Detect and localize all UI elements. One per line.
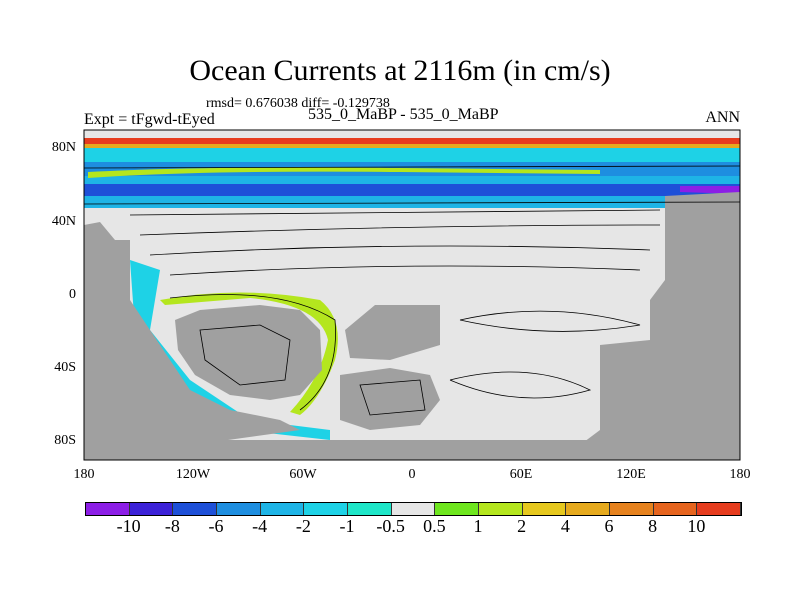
colorbar-label: 1 bbox=[473, 516, 483, 536]
band-green bbox=[88, 167, 600, 178]
colorbar-swatch bbox=[129, 503, 174, 515]
colorbar-swatch bbox=[610, 503, 654, 515]
stats-label: rmsd= 0.676038 diff= -0.129738 bbox=[206, 96, 390, 111]
case-label: 535_0_MaBP - 535_0_MaBP bbox=[308, 106, 499, 123]
colorbar-label: -10 bbox=[116, 516, 141, 536]
land-east bbox=[560, 192, 740, 460]
colorbar-swatch bbox=[173, 503, 218, 515]
colorbar-swatch bbox=[348, 503, 392, 515]
plot-title: Ocean Currents at 2116m (in cm/s) bbox=[189, 54, 611, 87]
colorbar-label: 2 bbox=[517, 516, 527, 536]
experiment-label: Expt = tFgwd-tEyed bbox=[84, 111, 215, 128]
band-cyan2 bbox=[84, 176, 740, 184]
y-tick-40s: 40S bbox=[54, 360, 76, 375]
band-purple bbox=[680, 186, 740, 194]
band-cyan bbox=[84, 148, 740, 162]
y-tick-80s: 80S bbox=[54, 433, 76, 448]
colorbar-swatch bbox=[391, 503, 436, 515]
x-tick-60e: 60E bbox=[509, 467, 533, 482]
band-orange bbox=[84, 144, 740, 148]
current-green bbox=[160, 292, 338, 415]
colorbar-label: -4 bbox=[252, 516, 268, 536]
x-tick-120e: 120E bbox=[616, 467, 646, 482]
y-tick-40n: 40N bbox=[51, 214, 76, 229]
land-island-3 bbox=[340, 368, 440, 430]
colorbar-swatch bbox=[435, 503, 480, 515]
colorbar-swatch bbox=[522, 503, 567, 515]
colorbar-swatch bbox=[304, 503, 349, 515]
colorbar-label: 4 bbox=[560, 516, 570, 536]
colorbar-swatch bbox=[86, 503, 130, 515]
colorbar-swatch bbox=[479, 503, 523, 515]
colorbar-label: -8 bbox=[164, 516, 180, 536]
colorbar-swatch bbox=[653, 503, 698, 515]
band-red bbox=[84, 138, 740, 144]
y-tick-0: 0 bbox=[69, 287, 76, 302]
colorbar-label: -6 bbox=[208, 516, 224, 536]
land-south bbox=[84, 440, 740, 460]
colorbar-label: -2 bbox=[295, 516, 311, 536]
colorbar-label: -0.5 bbox=[376, 516, 405, 536]
plot-frame bbox=[83, 129, 741, 461]
colorbar-label: -1 bbox=[339, 516, 355, 536]
streamlines bbox=[83, 165, 741, 416]
colorbar-swatch bbox=[566, 503, 611, 515]
x-tick-120w: 120W bbox=[175, 467, 211, 482]
colorbar-swatch bbox=[697, 503, 742, 515]
colorbar-swatch bbox=[217, 503, 261, 515]
x-tick-60w: 60W bbox=[289, 467, 317, 482]
colorbar-label: 8 bbox=[648, 516, 658, 536]
y-tick-80n: 80N bbox=[51, 140, 76, 155]
x-tick-0: 0 bbox=[408, 467, 416, 482]
land-island-2 bbox=[345, 305, 440, 360]
colorbar-label: 0.5 bbox=[423, 516, 446, 536]
colorbar-label: 6 bbox=[604, 516, 614, 536]
x-tick-180e: 180 bbox=[729, 467, 751, 482]
colorbar-swatch bbox=[260, 503, 305, 515]
colorbar-label: 10 bbox=[687, 516, 706, 536]
colorbar bbox=[85, 502, 742, 516]
x-tick-180w: 180 bbox=[73, 467, 95, 482]
season-label: ANN bbox=[705, 109, 740, 126]
land-west bbox=[84, 222, 300, 460]
band-blue2 bbox=[84, 184, 740, 196]
band-cyan3 bbox=[84, 196, 674, 208]
